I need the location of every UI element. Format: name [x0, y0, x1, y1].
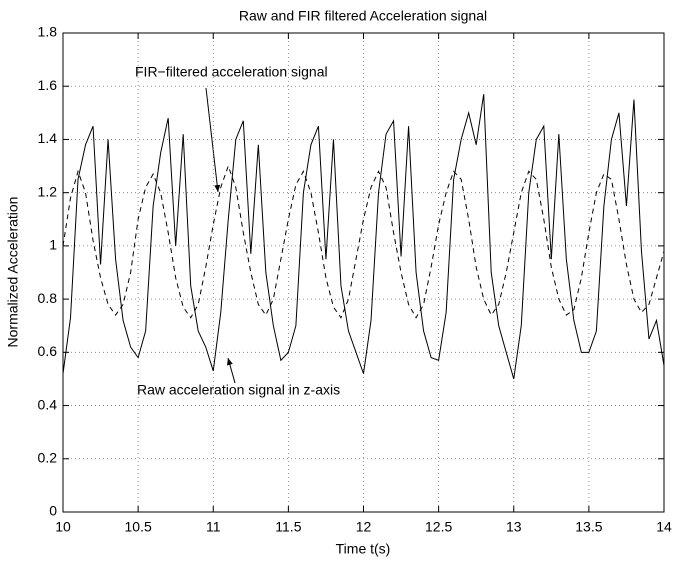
y-tick-label: 0.6 [38, 343, 58, 359]
data-line [62, 164, 665, 319]
x-tick-label: 13.5 [575, 519, 602, 535]
y-tick-label: 0 [49, 503, 57, 519]
x-tick-label: 12.5 [425, 519, 452, 535]
annotation-arrow [205, 87, 221, 193]
y-tick-label: 0.8 [38, 290, 58, 306]
y-tick-label: 1.6 [38, 77, 58, 93]
annotation-arrow [226, 357, 236, 384]
y-tick-label: 1.4 [38, 130, 58, 146]
x-tick-label: 13 [506, 519, 522, 535]
y-tick-label: 1.8 [38, 24, 58, 40]
x-axis-label: Time t(s) [336, 541, 391, 557]
x-tick-label: 12 [356, 519, 372, 535]
y-tick-label: 0.4 [38, 396, 58, 412]
x-tick-label: 10.5 [125, 519, 152, 535]
x-tick-label: 11.5 [275, 519, 301, 535]
chart-title: Raw and FIR filtered Acceleration signal [239, 8, 487, 24]
y-tick-label: 1.2 [38, 183, 58, 199]
y-axis-label: Normalized Acceleration [5, 197, 21, 348]
annotation: FIR−filtered acceleration signal [135, 64, 328, 80]
x-tick-label: 10 [55, 519, 71, 535]
plot-frame [62, 32, 665, 513]
y-tick-label: 1 [49, 237, 57, 253]
x-tick-label: 14 [656, 519, 672, 535]
annotation: Raw acceleration signal in z-axis [137, 382, 340, 398]
y-tick-label: 0.2 [38, 449, 58, 465]
x-tick-label: 11 [206, 519, 221, 535]
data-line [62, 94, 665, 380]
